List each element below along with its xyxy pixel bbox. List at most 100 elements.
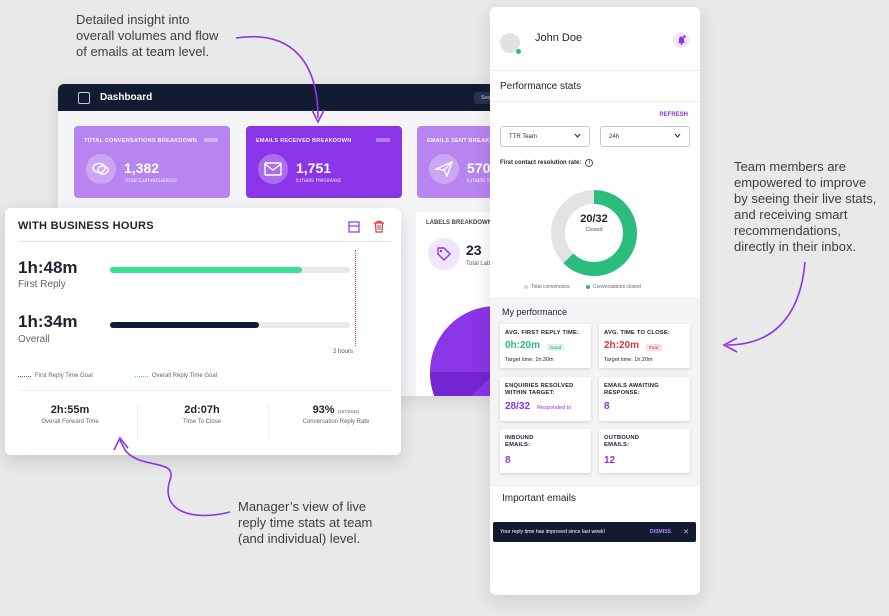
dashboard-topbar: Dashboard Search [58,84,508,111]
chevron-down-icon [574,133,581,140]
stat-suffix: (257/2646) [337,409,360,414]
card-avg-time-to-close[interactable]: AVG. TIME TO CLOSE: 2h:20m Poor Target t… [599,324,690,368]
title-divider [18,241,391,242]
team-select[interactable]: TTR Team [500,126,590,147]
donut-legend-total: Total conversions [524,284,570,290]
legend-label: Total conversions [531,284,570,290]
stat-divider [137,404,138,440]
card-subtitle: Total Conversations [124,178,177,184]
stat-label: Overall Forward Time [41,419,99,425]
legend-label: Conversations closed [593,284,641,290]
card-title: AVG. FIRST REPLY TIME: [505,330,580,336]
overall-bar [110,322,350,328]
card-subtitle: Emails Sent [467,178,500,184]
mobile-panel: John Doe Performance stats REFRESH TTR T… [490,7,700,595]
notification-toast: Your reply time has improved since last … [493,522,696,542]
stat-label: Time To Close [182,419,221,425]
my-performance-title: My performance [502,307,568,317]
card-value: 23 [466,242,482,258]
donut-center-label: 20/32 Closed [570,213,618,233]
annotation-top: Detailed insight into overall volumes an… [76,12,218,60]
business-hours-card: WITH BUSINESS HOURS 1h:48m First Reply 1… [5,208,401,455]
card-value: 1,382 [124,160,160,176]
card-enquiries-resolved[interactable]: ENQUIRIES RESOLVED WITHIN TARGET: 28/32 … [500,377,591,421]
card-title: AVG. TIME TO CLOSE: [604,330,671,336]
stat-value: 2d:07h [184,404,220,416]
fcr-label-row: First contact resolution rate: i [500,159,594,167]
tag-icon [428,238,460,270]
card-title: OUTBOUND EMAILS: [604,435,640,448]
card-inbound-emails[interactable]: INBOUND EMAILS: 8 [500,429,591,473]
performance-stats-title: Performance stats [500,81,582,92]
donut-caption: Closed [585,227,603,233]
card-value: 8 [604,401,610,412]
legend-label: First Reply Time Goal [35,373,93,379]
card-emails-awaiting[interactable]: EMAILS AWAITING RESPONSE: 8 [599,377,690,421]
annotation-top-line: of emails at team level. [76,44,209,59]
donut-legend-closed: Conversations closed [586,284,641,290]
card-value: 2h:20m [604,340,640,351]
bell-icon[interactable] [673,32,689,48]
dismiss-button[interactable]: DISMISS [649,529,672,535]
card-tools-icon[interactable] [376,138,390,143]
annotation-bottom-line: Manager’s view of live [238,499,367,514]
trash-icon[interactable] [373,220,385,238]
legend-swatch [135,375,148,377]
resolution-donut-chart [551,190,637,276]
donut-closed-arc [551,190,637,276]
legend-dot [524,285,528,289]
annotation-right-line: and receiving smart [734,207,848,222]
important-emails-title: Important emails [502,493,576,504]
overall-label: Overall [18,334,50,345]
arrow-right [726,261,806,346]
chat-bubbles-icon [86,154,116,184]
stat-overall-forward-time: 2h:55m Overall Forward Time [5,404,135,425]
overall-bar-fill [110,322,259,328]
layout-icon[interactable] [348,220,360,238]
annotation-right-line: directly in their inbox. [734,239,857,254]
stats-divider [18,390,391,391]
first-reply-label: First Reply [18,279,66,290]
legend-dot [586,285,590,289]
time-range-select[interactable]: 24h [600,126,690,147]
section-divider [490,101,700,102]
legend-overall-goal: Overall Reply Time Goal [135,373,217,379]
first-reply-value: 1h:48m [18,258,78,277]
card-title: LABELS BREAKDOWN [426,220,492,226]
card-target: Target time: 1h:30m [505,357,554,363]
card-title: ENQUIRIES RESOLVED WITHIN TARGET: [505,383,574,396]
fcr-label: First contact resolution rate: [500,160,582,166]
user-name: John Doe [535,32,583,44]
info-icon[interactable]: i [585,159,594,167]
card-subtitle: Total Labels [466,261,499,267]
card-title: INBOUND EMAILS: [505,435,534,448]
axis-max-label: 2 hours [333,349,354,355]
stat-divider [268,404,269,440]
card-value: 0h:20m [505,340,541,351]
card-emails-received[interactable]: EMAILS RECEIVED BREAKDOWN 1,751 Emails R… [246,126,402,198]
dashboard-logo-icon [78,91,90,104]
online-status-dot [516,49,521,54]
business-hours-title: WITH BUSINESS HOURS [18,220,154,232]
avatar[interactable] [500,33,520,53]
close-icon[interactable]: ✕ [683,529,689,536]
toast-message: Your reply time has improved since last … [500,529,606,535]
annotation-right-line: empowered to improve [734,175,867,190]
dashboard-title: Dashboard [100,92,153,103]
goal-marker-line [355,250,356,346]
card-value: 570 [467,160,491,176]
card-target: Target time: 1h:20m [604,357,653,363]
status-badge: Poor [646,344,662,351]
annotation-top-line: overall volumes and flow [76,28,219,43]
card-tools-icon[interactable] [204,138,218,143]
card-title: EMAILS AWAITING RESPONSE: [604,383,659,396]
refresh-button[interactable]: REFRESH [659,112,688,118]
card-avg-first-reply[interactable]: AVG. FIRST REPLY TIME: 0h:20m Good Targe… [500,324,591,368]
stat-time-to-close: 2d:07h Time To Close [137,404,267,425]
card-value: 8 [505,455,511,466]
card-total-conversations[interactable]: TOTAL CONVERSATIONS BREAKDOWN 1,382 Tota… [74,126,230,198]
card-outbound-emails[interactable]: OUTBOUND EMAILS: 12 [599,429,690,473]
header-divider [490,70,700,71]
stat-value: 93% [312,404,335,416]
labels-pie-chart [429,306,508,396]
